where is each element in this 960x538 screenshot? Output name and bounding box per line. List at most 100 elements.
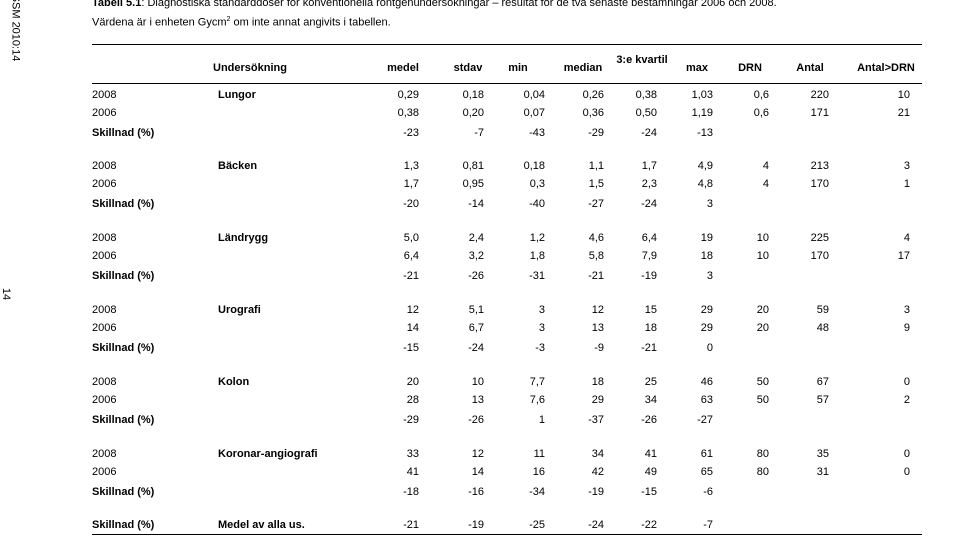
diff-cell: 3 <box>706 270 713 282</box>
table-cell: 4,9 <box>697 160 713 172</box>
column-header: median <box>563 62 603 74</box>
table-cell: 6,4 <box>403 250 419 262</box>
table-cell: 11 <box>533 448 545 460</box>
diff-cell: -6 <box>703 486 713 498</box>
diff-cell: -26 <box>641 414 657 426</box>
table-cell: 2,4 <box>468 232 484 244</box>
table-cell: 1,03 <box>691 89 713 101</box>
table-cell: 46 <box>700 376 713 388</box>
table-cell: 1,3 <box>403 160 419 172</box>
diff-cell: -24 <box>468 342 484 354</box>
diff-label: Skillnad (%) <box>92 127 155 139</box>
row-year: 2006 <box>92 178 117 190</box>
table-cell: 20 <box>756 322 769 334</box>
row-year: 2008 <box>92 89 117 101</box>
table-cell: 67 <box>816 376 829 388</box>
table-bottom-rule <box>92 534 922 535</box>
diff-cell: -43 <box>529 127 545 139</box>
table-cell: 7,6 <box>529 394 545 406</box>
column-header: medel <box>387 62 419 74</box>
table-cell: 1,1 <box>588 160 604 172</box>
table-cell: 0,6 <box>753 107 769 119</box>
diff-cell: -19 <box>641 270 657 282</box>
diff-cell: 0 <box>706 342 713 354</box>
diff-cell: -20 <box>403 198 419 210</box>
table-cell: 1,5 <box>588 178 604 190</box>
table-cell: 50 <box>756 376 769 388</box>
table-cell: 6,4 <box>641 232 657 244</box>
diff-cell: -29 <box>588 127 604 139</box>
column-header: DRN <box>738 62 762 74</box>
table-cell: 10 <box>471 376 484 388</box>
row-year: 2008 <box>92 232 117 244</box>
table-cell: 2,3 <box>641 178 657 190</box>
table-cell: 3 <box>538 304 545 316</box>
table-cell: 3 <box>903 160 910 172</box>
table-cell: 14 <box>471 466 484 478</box>
table-cell: 0,26 <box>582 89 604 101</box>
table-cell: 29 <box>700 322 713 334</box>
table-cell: 0 <box>903 448 910 460</box>
diff-cell: 1 <box>538 414 545 426</box>
caption-label: Tabell 5.1 <box>92 0 142 9</box>
column-header: max <box>685 62 709 74</box>
table-cell: 1,7 <box>403 178 419 190</box>
table-cell: 1 <box>903 178 910 190</box>
table-cell: 16 <box>532 466 545 478</box>
table-cell: 1,7 <box>641 160 657 172</box>
summary-cell: -19 <box>468 519 484 531</box>
table-cell: 4,6 <box>588 232 604 244</box>
diff-cell: -24 <box>641 198 657 210</box>
column-header: min <box>508 62 528 74</box>
exam-name: Koronar-angiografi <box>218 448 318 460</box>
table-cell: 28 <box>406 394 419 406</box>
table-cell: 33 <box>406 448 419 460</box>
row-year: 2008 <box>92 448 117 460</box>
table-cell: 0,95 <box>462 178 484 190</box>
table-cell: 3 <box>538 322 545 334</box>
diff-cell: -15 <box>641 486 657 498</box>
table-cell: 4 <box>762 178 769 190</box>
table-cell: 0 <box>903 376 910 388</box>
diff-cell: -15 <box>403 342 419 354</box>
table-cell: 0,81 <box>462 160 484 172</box>
table-cell: 20 <box>406 376 419 388</box>
diff-cell: -26 <box>468 414 484 426</box>
table-cell: 19 <box>700 232 713 244</box>
diff-cell: -19 <box>588 486 604 498</box>
diff-cell: -14 <box>468 198 484 210</box>
exam-name: Bäcken <box>218 160 258 172</box>
table-cell: 9 <box>903 322 910 334</box>
exam-name: Ländrygg <box>218 232 269 244</box>
table-cell: 29 <box>591 394 604 406</box>
table-cell: 12 <box>591 304 604 316</box>
table-cell: 10 <box>897 89 910 101</box>
document-id: SSM 2010:14 <box>9 0 22 62</box>
diff-cell: -27 <box>588 198 604 210</box>
table-cell: 3 <box>903 304 910 316</box>
table-cell: 34 <box>591 448 604 460</box>
table-cell: 1,19 <box>691 107 713 119</box>
table-cell: 20 <box>756 304 769 316</box>
table-cell: 13 <box>471 394 484 406</box>
table-cell: 0,38 <box>635 89 657 101</box>
table-cell: 15 <box>644 304 657 316</box>
summary-cell: -25 <box>529 519 545 531</box>
table-cell: 50 <box>756 394 769 406</box>
table-cell: 5,1 <box>468 304 484 316</box>
diff-cell: -27 <box>697 414 713 426</box>
table-cell: 18 <box>700 250 713 262</box>
table-cell: 80 <box>756 466 769 478</box>
table-cell: 0,18 <box>523 160 545 172</box>
table-cell: 3,2 <box>468 250 484 262</box>
table-cell: 41 <box>644 448 657 460</box>
diff-cell: -21 <box>588 270 604 282</box>
table-cell: 17 <box>897 250 910 262</box>
diff-label: Skillnad (%) <box>92 414 155 426</box>
summary-label: Skillnad (%) <box>92 519 155 531</box>
exam-name: Urografi <box>218 304 261 316</box>
table-cell: 4 <box>903 232 910 244</box>
diff-cell: -7 <box>474 127 484 139</box>
table-subcaption: Värdena är i enheten Gycm2 om inte annat… <box>92 13 391 30</box>
table-cell: 171 <box>810 107 829 119</box>
